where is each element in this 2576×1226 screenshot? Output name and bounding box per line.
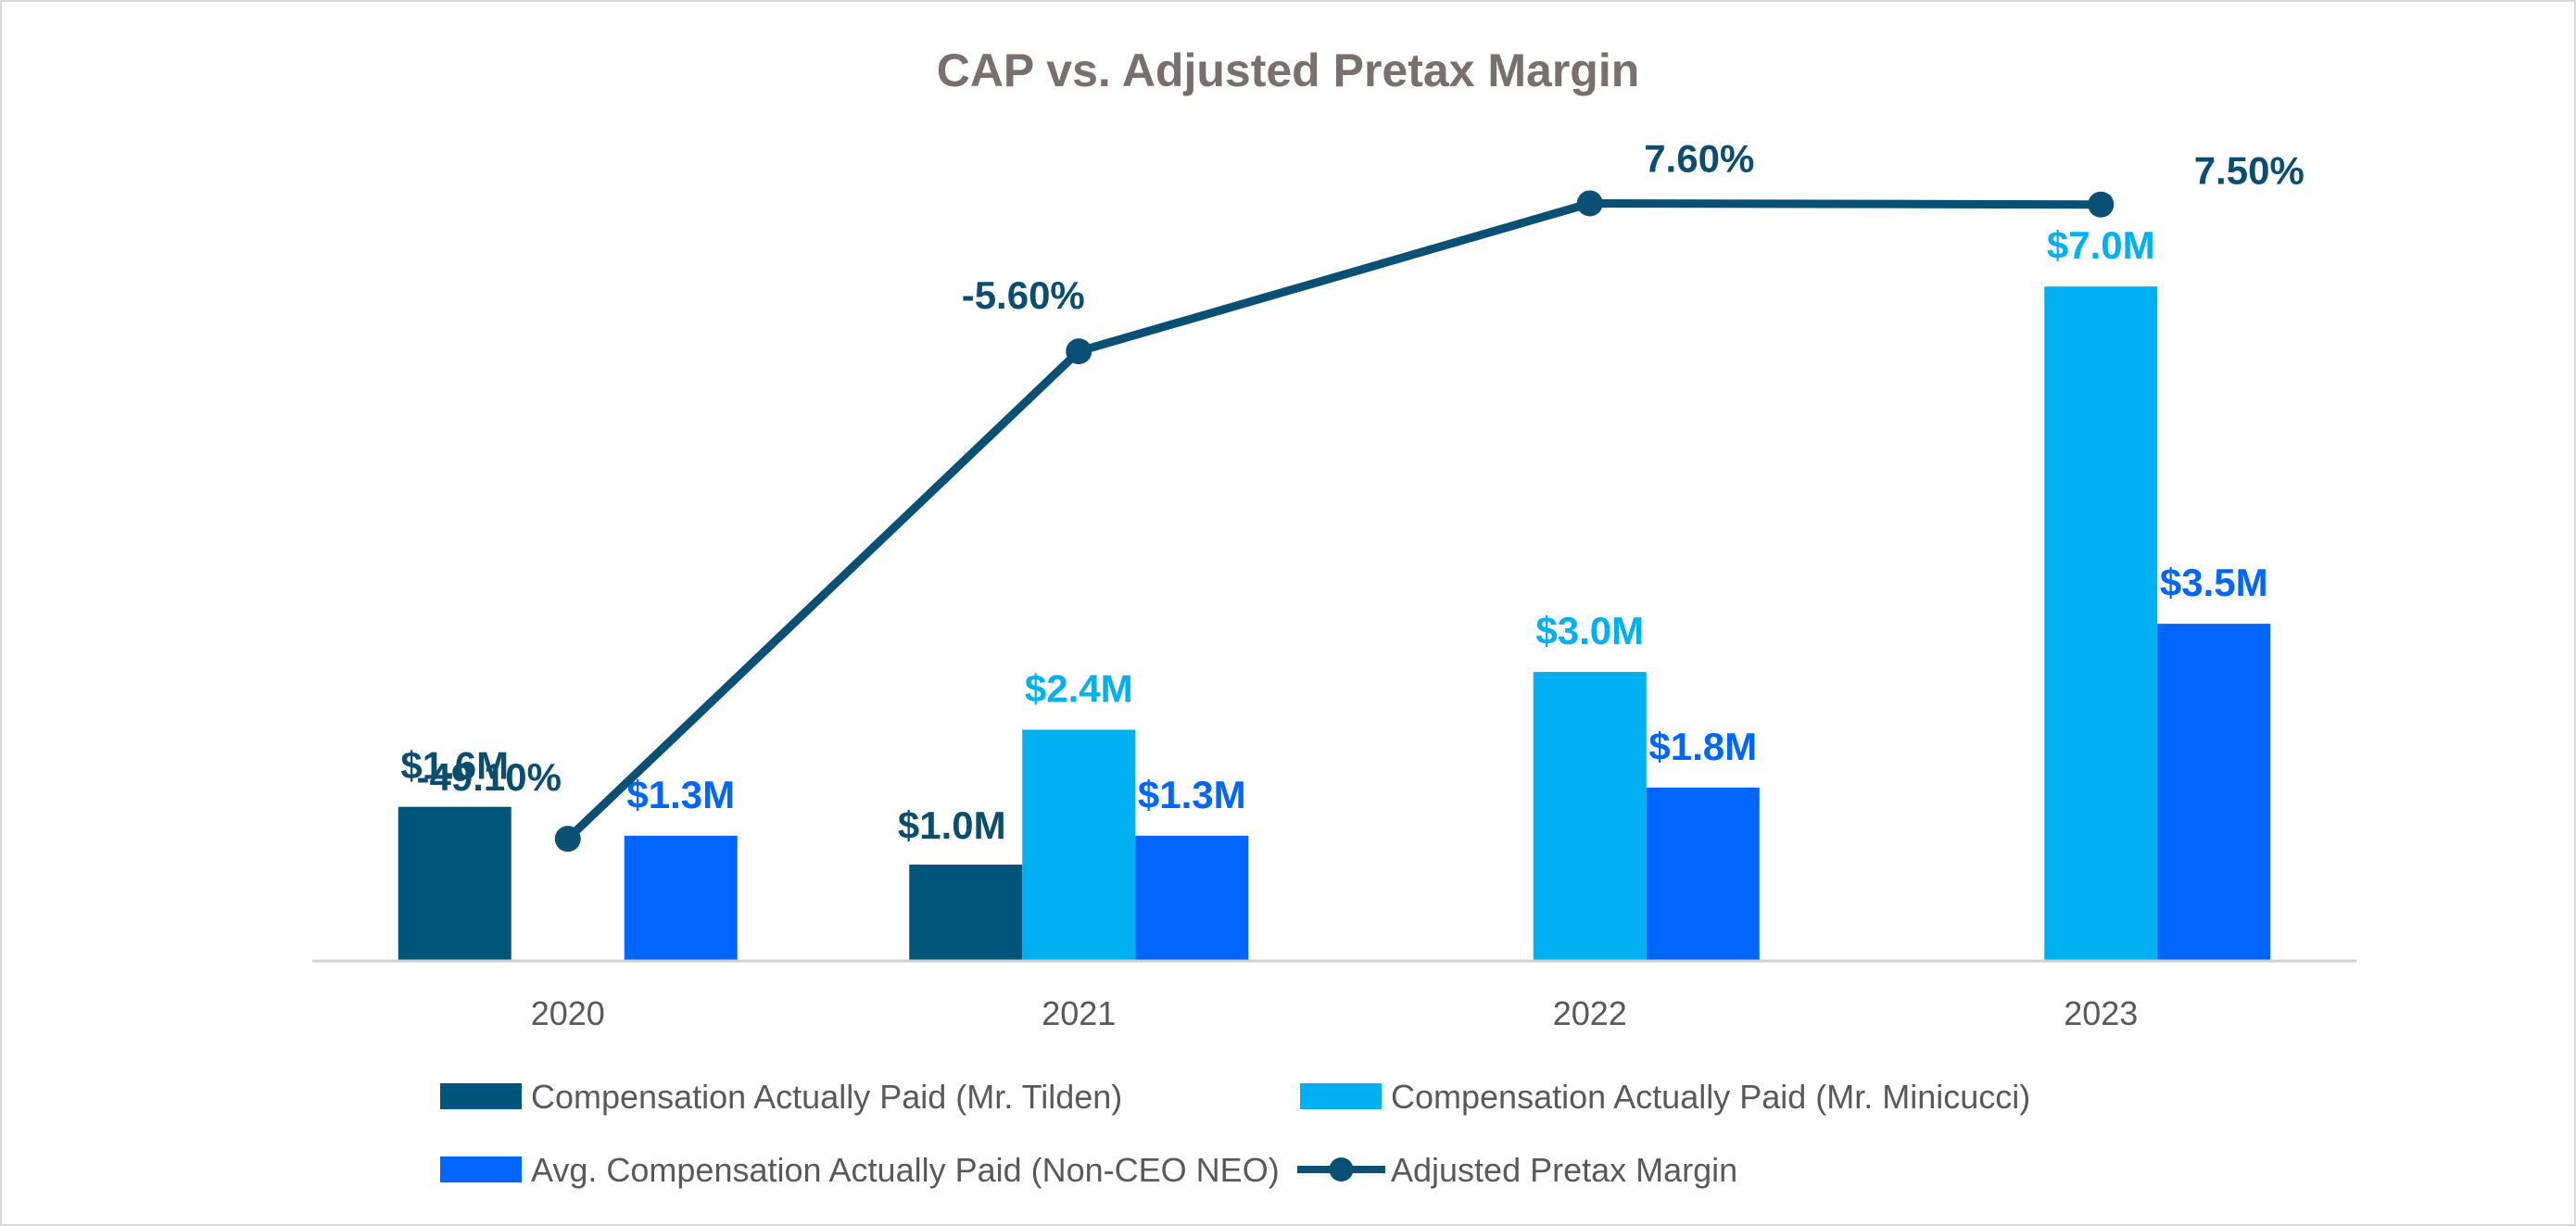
legend-label: Compensation Actually Paid (Mr. Tilden)	[531, 1078, 1122, 1116]
line-marker-2022	[1576, 190, 1603, 217]
bar-data-label: $1.6M	[400, 744, 509, 788]
x-tick-label-2023: 2023	[2064, 994, 2138, 1032]
legend-marker-swatch	[1329, 1157, 1354, 1182]
bar-data-label: $1.8M	[1648, 725, 1757, 768]
x-tick-label-2022: 2022	[1553, 994, 1627, 1032]
legend-label: Avg. Compensation Actually Paid (Non-CEO…	[531, 1151, 1280, 1189]
line-adjusted-pretax-margin	[564, 198, 2102, 842]
bar-data-label: $1.3M	[626, 773, 735, 816]
bar-avg-compensation-actually-paid-non-ceo-neo--2021	[1135, 835, 1249, 961]
bar-avg-compensation-actually-paid-non-ceo-neo--2022	[1646, 787, 1760, 961]
line-marker-2021	[1066, 338, 1092, 365]
bar-data-label: $3.5M	[2160, 561, 2268, 604]
line-data-label: 7.50%	[2194, 149, 2305, 193]
line-data-label: -49.10%	[417, 755, 562, 799]
legend-swatch	[440, 1156, 522, 1182]
bar-avg-compensation-actually-paid-non-ceo-neo--2020	[624, 835, 738, 961]
bar-compensation-actually-paid-mr-tilden--2020	[398, 806, 511, 961]
bars-group: $1.6M $1.3M $1.0M $2.4M $1.3M $3.0M $1.8M $7.0M…	[398, 223, 2271, 961]
line-data-label: -5.60%	[962, 273, 1085, 317]
bar-data-label: $3.0M	[1535, 609, 1644, 652]
chart-title: CAP vs. Adjusted Pretax Margin	[937, 44, 1640, 96]
bar-compensation-actually-paid-mr-minicucci--2023	[2044, 286, 2158, 961]
bar-data-label: $7.0M	[2047, 223, 2155, 267]
line-marker-2023	[2088, 191, 2115, 218]
bar-compensation-actually-paid-mr-tilden--2021	[909, 865, 1023, 961]
bar-data-label: $1.0M	[898, 803, 1006, 847]
x-tick-labels: 2020 2021 2022 2023	[531, 994, 2139, 1032]
line-marker-2020	[554, 826, 581, 853]
legend-swatch	[1300, 1083, 1382, 1109]
line-series-group: -49.10% -5.60% 7.60% 7.50%	[417, 136, 2305, 853]
bar-data-label: $2.4M	[1025, 666, 1133, 710]
bar-data-label: $1.3M	[1138, 773, 1246, 816]
bar-avg-compensation-actually-paid-non-ceo-neo--2023	[2157, 624, 2271, 961]
x-tick-label-2020: 2020	[531, 994, 605, 1032]
legend-label: Adjusted Pretax Margin	[1391, 1151, 1737, 1189]
bar-compensation-actually-paid-mr-minicucci--2021	[1022, 729, 1136, 961]
legend: Compensation Actually Paid (Mr. Tilden) C…	[440, 1078, 2030, 1189]
x-tick-label-2021: 2021	[1042, 994, 1116, 1032]
legend-label: Compensation Actually Paid (Mr. Minicucc…	[1391, 1078, 2030, 1116]
bar-compensation-actually-paid-mr-minicucci--2022	[1533, 672, 1647, 961]
line-data-label: 7.60%	[1644, 136, 1754, 180]
legend-swatch	[440, 1083, 522, 1109]
